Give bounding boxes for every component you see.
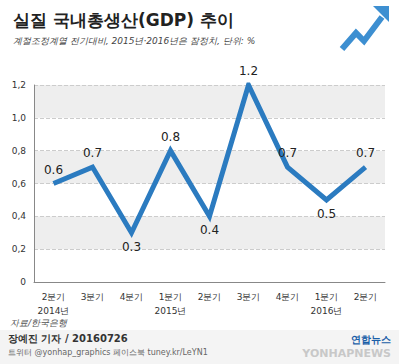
svg-text:자료/한국은행: 자료/한국은행 — [10, 318, 68, 328]
svg-text:0,2: 0,2 — [12, 244, 26, 254]
svg-text:0.3: 0.3 — [122, 240, 141, 254]
svg-text:계절조정계열 전기대비, 2015년·2016년은 잠정치,: 계절조정계열 전기대비, 2015년·2016년은 잠정치, 단위: % — [13, 36, 255, 46]
svg-text:1,2: 1,2 — [12, 80, 26, 90]
svg-text:3분기: 3분기 — [237, 292, 261, 302]
svg-text:4분기: 4분기 — [276, 292, 300, 302]
svg-text:0,6: 0,6 — [12, 179, 27, 189]
svg-text:실질 국내총생산(GDP) 추이: 실질 국내총생산(GDP) 추이 — [13, 10, 234, 30]
svg-text:3분기: 3분기 — [81, 292, 105, 302]
svg-text:1.2: 1.2 — [239, 64, 258, 78]
svg-text:2분기: 2분기 — [354, 292, 378, 302]
svg-text:0.7: 0.7 — [83, 146, 102, 160]
svg-text:2015년: 2015년 — [155, 306, 187, 316]
svg-text:0.4: 0.4 — [200, 223, 219, 237]
svg-text:연합뉴스: 연합뉴스 — [351, 334, 391, 345]
svg-text:0,4: 0,4 — [12, 211, 27, 221]
svg-text:YONHAPNEWS: YONHAPNEWS — [301, 347, 391, 360]
svg-text:0.5: 0.5 — [317, 207, 336, 221]
svg-text:0.7: 0.7 — [278, 146, 297, 160]
svg-text:1,0: 1,0 — [12, 113, 27, 123]
svg-text:0,8: 0,8 — [12, 146, 27, 156]
svg-text:0.6: 0.6 — [44, 163, 63, 177]
svg-text:4분기: 4분기 — [120, 292, 144, 302]
svg-text:장예진 기자 / 20160726: 장예진 기자 / 20160726 — [8, 333, 128, 344]
svg-text:트위터 @yonhap_graphics 페이스북 tune: 트위터 @yonhap_graphics 페이스북 tuney.kr/LeYN1 — [8, 348, 208, 357]
svg-text:2014년: 2014년 — [38, 306, 70, 316]
svg-text:2분기: 2분기 — [42, 292, 66, 302]
svg-text:1분기: 1분기 — [159, 292, 183, 302]
svg-text:1분기: 1분기 — [315, 292, 339, 302]
svg-text:0.8: 0.8 — [161, 130, 180, 144]
svg-text:2016년: 2016년 — [311, 306, 343, 316]
svg-text:0.7: 0.7 — [356, 146, 375, 160]
svg-text:2분기: 2분기 — [198, 292, 222, 302]
svg-text:0: 0 — [20, 277, 26, 287]
